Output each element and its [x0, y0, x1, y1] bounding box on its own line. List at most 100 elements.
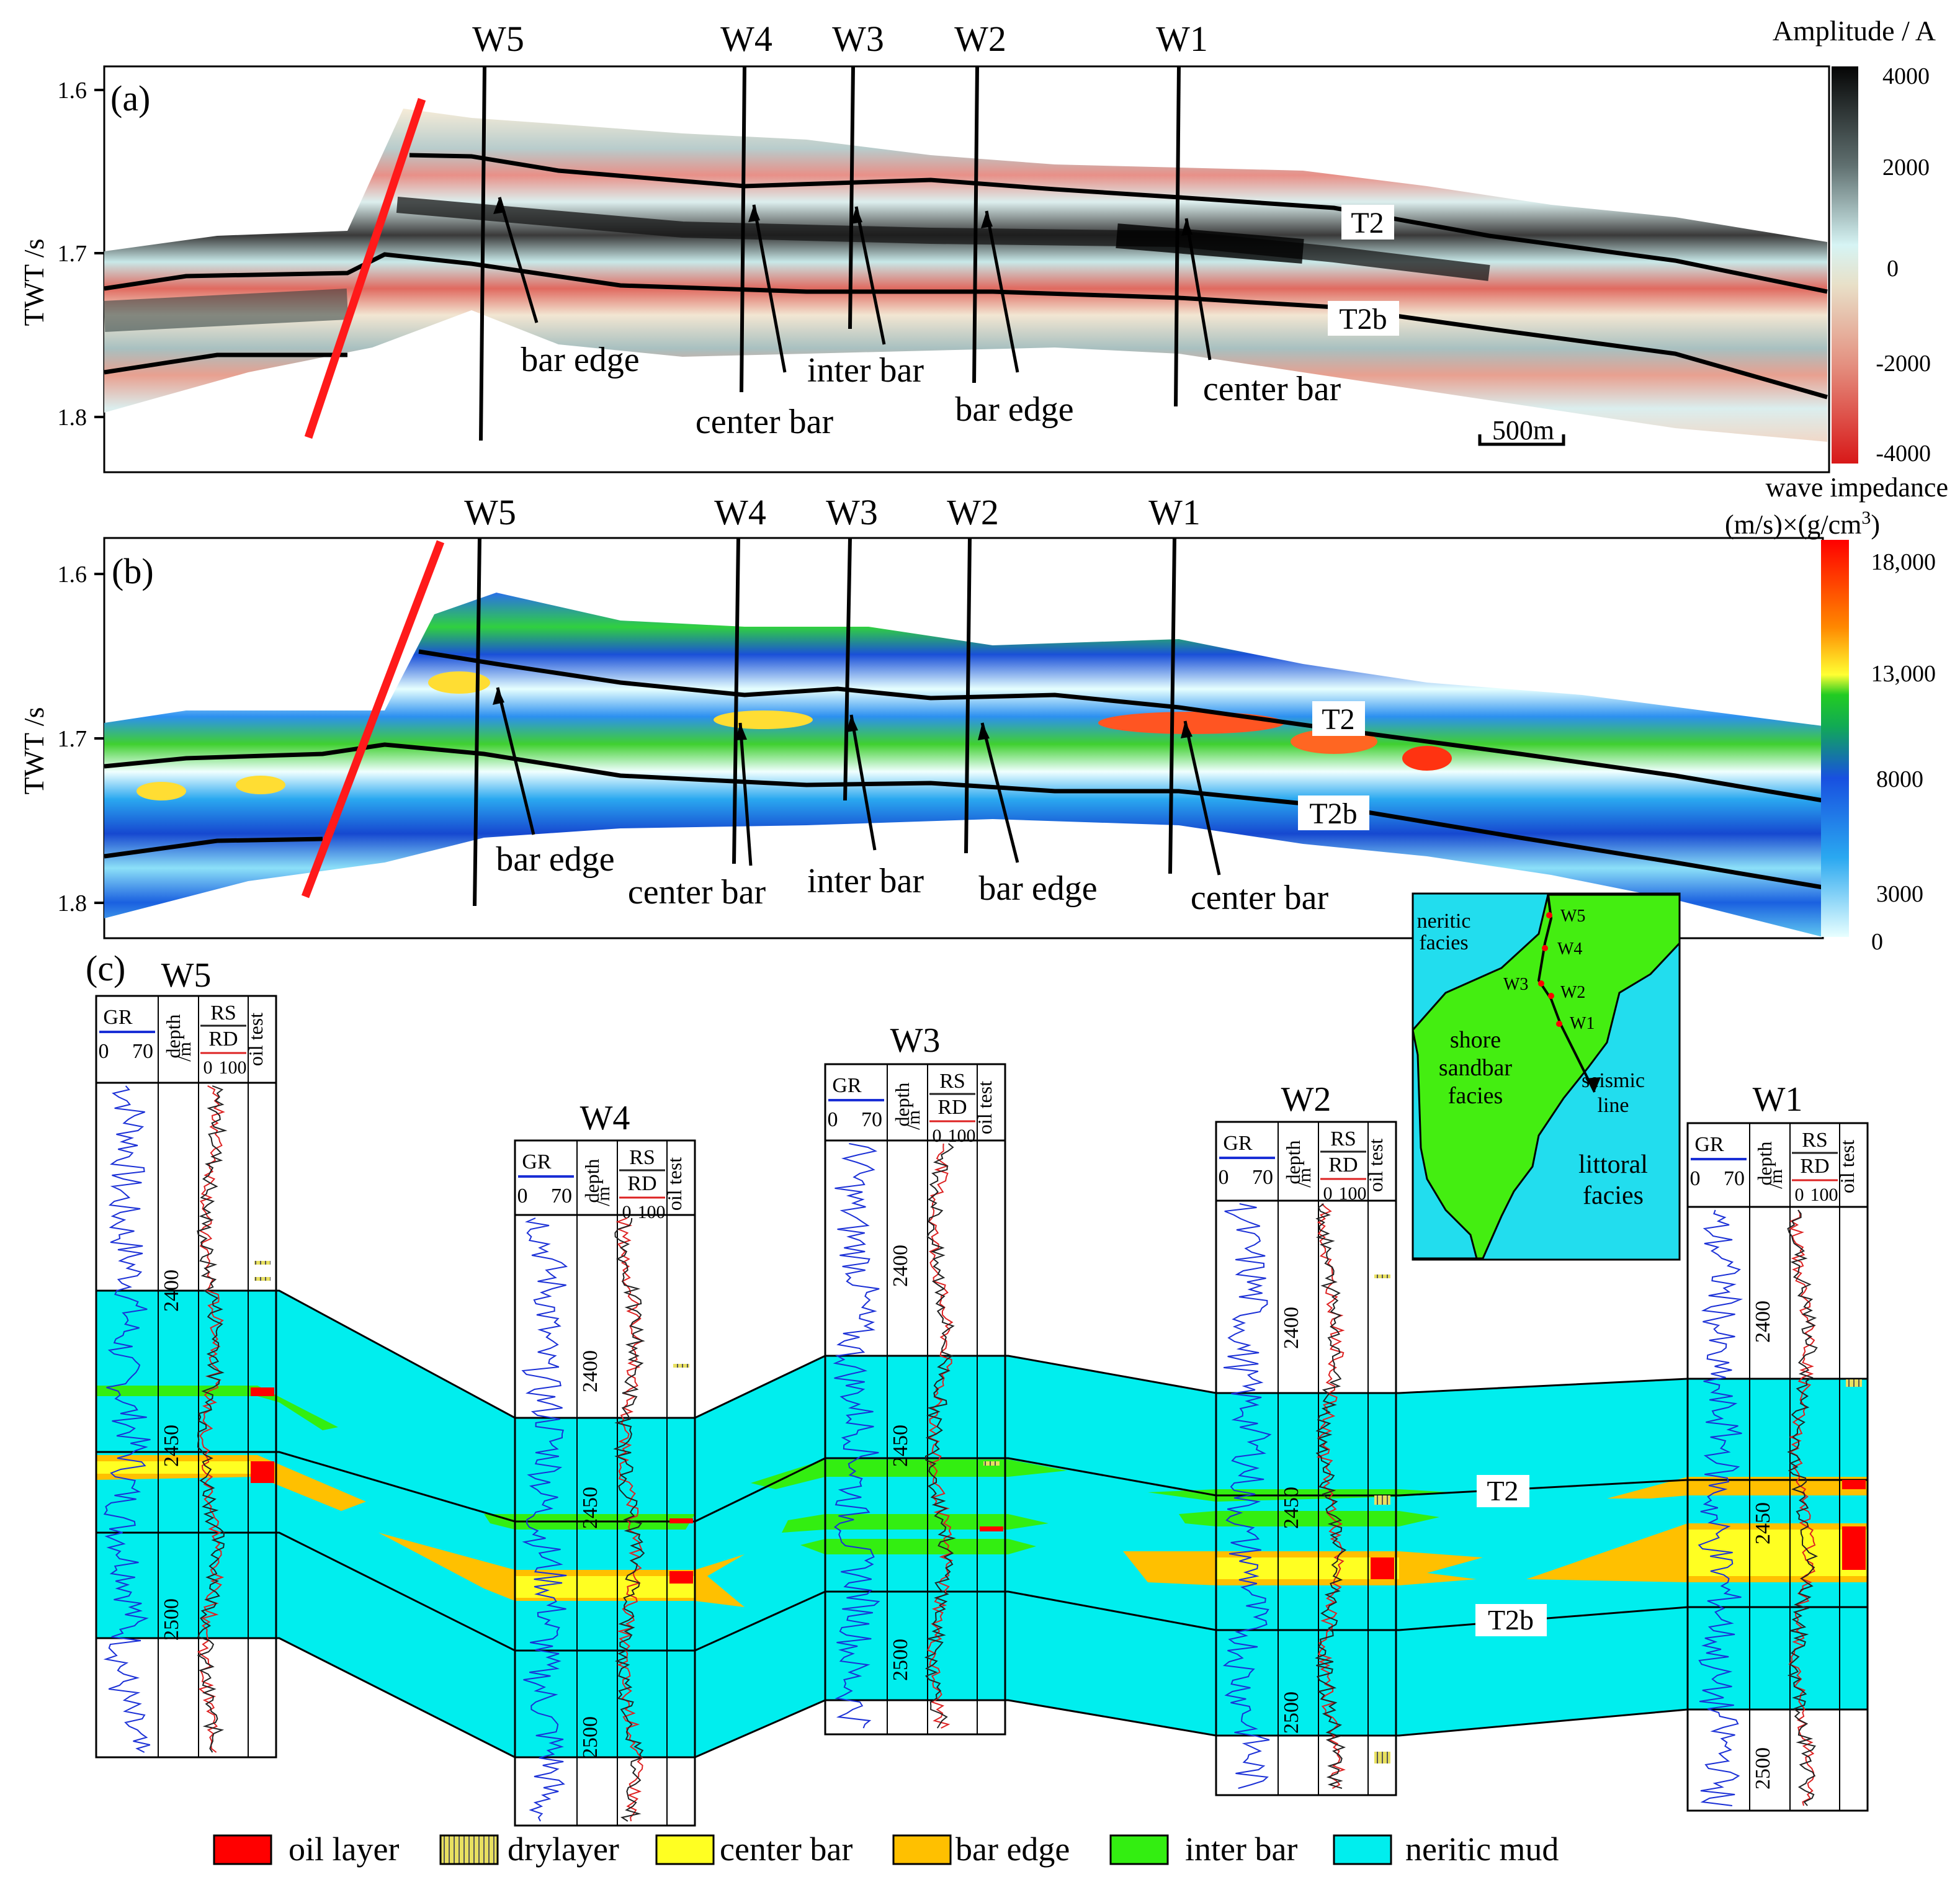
header-gr-max: 70 — [551, 1185, 572, 1208]
legend-label-inter: inter bar — [1185, 1830, 1297, 1868]
header-rd-max: 100 — [638, 1202, 666, 1222]
header-oil-test: oil test — [244, 1013, 267, 1066]
map-label-neritic: neritic — [1417, 910, 1471, 933]
legend-label-mud: neritic mud — [1405, 1830, 1559, 1868]
arrow-b-1 — [496, 687, 535, 835]
depth-label: 2400 — [889, 1245, 912, 1287]
map-label-line: line — [1598, 1094, 1629, 1117]
well-label-w1-a: W1 — [1156, 19, 1208, 59]
well-label-w3-a: W3 — [832, 19, 884, 59]
rd-curve — [197, 1085, 225, 1753]
header-oil-test: oil test — [1836, 1140, 1858, 1193]
t2-label-box-a — [1341, 205, 1394, 240]
horizon-label-t2-b: T2 — [1322, 703, 1354, 736]
map-well-w1 — [1556, 1021, 1562, 1027]
map-well-w5 — [1546, 912, 1552, 918]
arrow-b-5 — [1183, 720, 1221, 876]
well-label-w4-b: W4 — [714, 492, 766, 532]
header-depth-unit: /m — [1766, 1169, 1786, 1189]
header-rs: RS — [210, 1001, 236, 1024]
inter-bar-w5 — [96, 1386, 338, 1430]
arrowhead-b-3 — [846, 715, 858, 732]
depth-label: 2400 — [1280, 1307, 1303, 1349]
colorbar-b-title-sup: 3 — [1861, 508, 1871, 528]
colorbar-b-title-end: ) — [1871, 509, 1880, 540]
center-bar-w5 — [96, 1461, 257, 1474]
panel-c-label: (c) — [86, 948, 125, 988]
header-rd-min: 0 — [933, 1126, 942, 1146]
depth-label: 2400 — [160, 1270, 183, 1312]
center-bar-w2 — [1216, 1557, 1399, 1579]
header-rd-min: 0 — [204, 1057, 213, 1078]
seismic-line-arrowhead — [1585, 1077, 1601, 1092]
inter-bar-w3-low — [800, 1539, 1036, 1554]
t2-label-box-c — [1477, 1475, 1529, 1507]
arrow-b-3 — [849, 714, 877, 851]
inter-bar-w2-mid — [1179, 1511, 1439, 1526]
well-line-w4-a — [740, 66, 746, 393]
bright-spot — [1116, 223, 1304, 264]
hot-lens-7 — [136, 782, 186, 800]
annotation-b-5: center bar — [1191, 879, 1329, 917]
header-rd-max: 100 — [948, 1126, 976, 1146]
annotation-arrows-b — [496, 687, 1221, 876]
depth-label: 2500 — [579, 1716, 602, 1759]
oil-test-oil-layer — [669, 1518, 693, 1523]
horizon-t2b-b — [104, 742, 1824, 890]
depth-label: 2400 — [1752, 1301, 1774, 1343]
colorbar-a-tick-5: -4000 — [1876, 441, 1931, 467]
well-line-w4-b — [732, 537, 740, 864]
oil-test-oil-layer — [1371, 1557, 1394, 1579]
colorbar-a-title: Amplitude / A — [1773, 15, 1936, 47]
map-label-w2: W2 — [1560, 983, 1585, 1002]
fault-b — [301, 540, 445, 898]
colorbar-b-title-2-main: (m/s)×(g/cm — [1725, 509, 1861, 540]
colorbar-b-tick-5: 0 — [1871, 929, 1883, 955]
header-gr-min: 0 — [99, 1040, 109, 1063]
header-gr-max: 70 — [861, 1108, 882, 1131]
scale-bar-a — [1478, 434, 1565, 446]
y-tick-label-b-1: 1.6 — [58, 562, 87, 588]
arrow-heads-b — [493, 688, 1193, 740]
annotation-b-2: center bar — [628, 873, 766, 912]
depth-label: 2450 — [889, 1425, 912, 1467]
header-oil-test: oil test — [1364, 1139, 1387, 1192]
map-label-w3: W3 — [1503, 975, 1528, 994]
oil-test-oil-layer — [251, 1461, 274, 1483]
annotation-a-2: center bar — [696, 403, 834, 441]
well-line-w1-b — [1168, 537, 1176, 874]
colorbar-b-tick-1: 18,000 — [1871, 549, 1936, 575]
arrow-a-4 — [985, 210, 1019, 373]
annotation-b-4: bar edge — [978, 869, 1097, 908]
arrowhead-a-1 — [493, 197, 506, 214]
header-depth: depth — [162, 1014, 184, 1058]
panel-a-label: (a) — [110, 78, 150, 119]
depth-label: 2450 — [1752, 1502, 1774, 1544]
oil-test-oil-layer — [1842, 1480, 1866, 1489]
y-tick-label-a-2: 1.7 — [58, 241, 87, 267]
y-axis-b: 1.6 1.7 1.8 TWT /s — [18, 562, 104, 916]
map-well-w2 — [1548, 993, 1554, 999]
legend-swatch-inter — [1109, 1834, 1169, 1865]
arrowhead-a-2 — [748, 205, 760, 222]
header-depth: depth — [1753, 1141, 1776, 1185]
map-label-littoral-facies: facies — [1583, 1181, 1644, 1210]
well-name-w2: W2 — [1281, 1080, 1331, 1119]
hot-lens-4 — [714, 710, 813, 729]
wells-a: W5 W4 W3 W2 W1 — [472, 19, 1208, 441]
header-gr: GR — [832, 1074, 862, 1097]
header-rd-min: 0 — [622, 1202, 632, 1222]
colorbar-b-ramp — [1821, 540, 1849, 937]
arrow-b-4 — [980, 722, 1019, 863]
annotation-a-3: inter bar — [807, 351, 924, 390]
fault-a — [304, 97, 426, 439]
header-gr-min: 0 — [1690, 1167, 1701, 1190]
annotation-arrows-a — [498, 197, 1212, 373]
header-gr-max: 70 — [132, 1040, 153, 1063]
wells-b: W5 W4 W3 W2 W1 — [464, 492, 1201, 907]
colorbar-b-title-1: wave impedance — [1766, 472, 1948, 503]
